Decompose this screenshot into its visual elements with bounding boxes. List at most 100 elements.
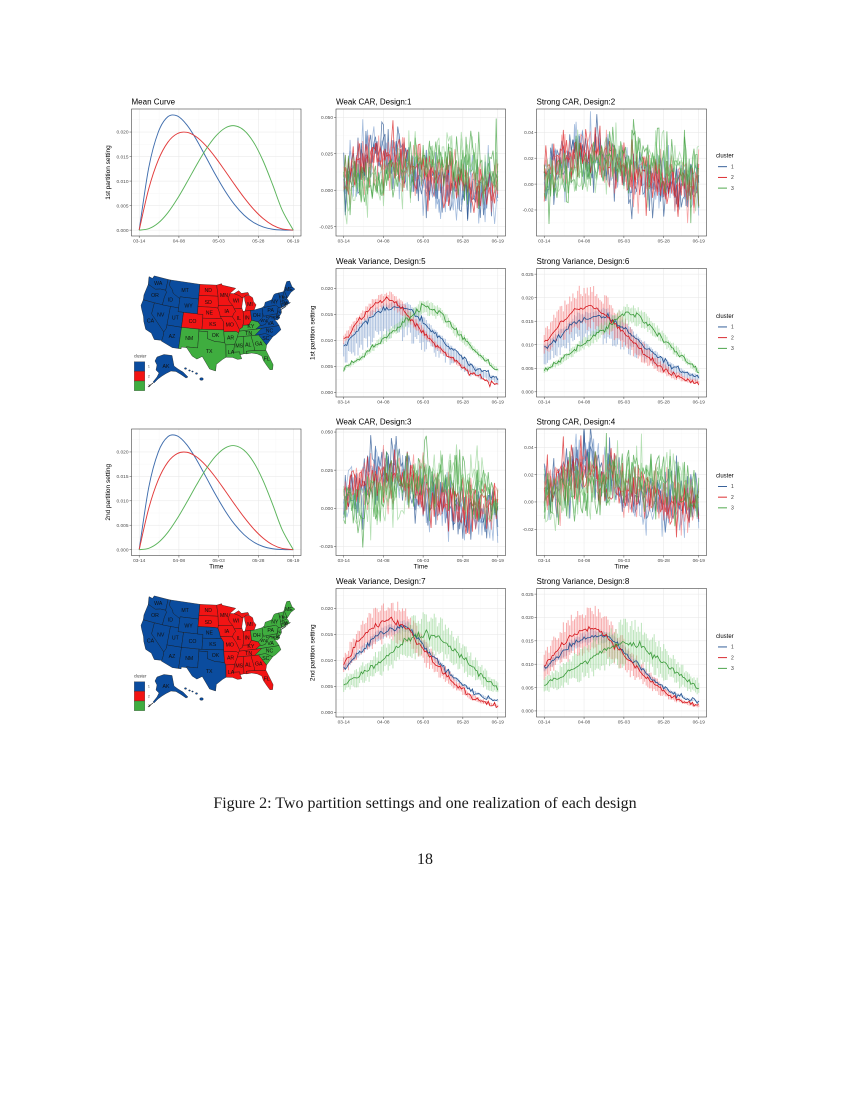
legend-cluster: cluster 1 2 3 bbox=[716, 634, 734, 672]
state-label: NE bbox=[206, 631, 214, 637]
state-label: ME bbox=[285, 607, 293, 613]
state-label: FL bbox=[264, 357, 270, 363]
cluster-2-center-line bbox=[544, 625, 700, 708]
x-tick-label: 06-19 bbox=[693, 720, 706, 726]
state-label: WV bbox=[260, 638, 267, 643]
cluster-3-center-line bbox=[343, 303, 498, 372]
x-tick-label: 06-19 bbox=[492, 720, 505, 726]
y-tick-label: 0.000 bbox=[116, 228, 128, 234]
state-label: AL bbox=[245, 343, 251, 349]
x-tick-label: 03-14 bbox=[338, 558, 351, 564]
panel-title: Weak Variance, Design:5 bbox=[336, 257, 426, 266]
x-axis: 03-14 04-08 05-03 05-28 06-19 bbox=[338, 717, 505, 726]
y-tick-label: 0.000 bbox=[521, 709, 533, 715]
x-tick-label: 05-03 bbox=[417, 720, 430, 726]
state-label: OH bbox=[253, 633, 261, 639]
legend-cluster: cluster 1 2 3 bbox=[716, 473, 734, 511]
legend-label: 1 bbox=[731, 325, 734, 331]
x-tick-label: 05-28 bbox=[658, 720, 671, 726]
mean-curve-cluster-2 bbox=[138, 451, 294, 551]
state-label: DE bbox=[276, 315, 280, 319]
state-label: NM bbox=[185, 656, 193, 662]
state-label: KY bbox=[247, 324, 254, 330]
state-label: KY bbox=[247, 644, 254, 650]
state-ak bbox=[147, 354, 189, 388]
y-tick-label: 0.005 bbox=[521, 685, 533, 691]
legend-label: 2 bbox=[731, 495, 734, 501]
x-tick-label: 06-19 bbox=[287, 558, 300, 564]
x-tick-label: 05-03 bbox=[212, 239, 225, 245]
x-tick-label: 04-08 bbox=[578, 720, 591, 726]
panel-border bbox=[335, 428, 506, 556]
state-label: NM bbox=[185, 336, 193, 342]
y-tick-label: 0.020 bbox=[521, 615, 533, 621]
x-tick-label: 03-14 bbox=[338, 400, 351, 406]
state-label: OK bbox=[212, 333, 220, 339]
mean-curve-cluster-1 bbox=[138, 434, 294, 551]
y-tick-label: 0.015 bbox=[321, 312, 333, 318]
legend-label: 2 bbox=[148, 694, 150, 698]
state-label: WA bbox=[154, 281, 163, 287]
legend-title: cluster bbox=[134, 354, 147, 359]
y-tick-label: 0.020 bbox=[116, 450, 128, 456]
y-tick-label: 0.000 bbox=[521, 390, 533, 396]
x-tick-label: 06-19 bbox=[693, 239, 706, 245]
state-label: WA bbox=[154, 601, 163, 607]
state-label: CO bbox=[189, 639, 197, 645]
state-label: KS bbox=[209, 642, 216, 648]
y-tick-label: 0.04 bbox=[524, 130, 534, 136]
state-label: MN bbox=[220, 613, 228, 619]
state-ak bbox=[147, 674, 189, 708]
state-label: IA bbox=[224, 629, 229, 635]
data-series bbox=[138, 434, 294, 551]
data-series bbox=[543, 285, 700, 386]
x-axis: 03-14 04-08 05-03 05-28 06-19 bbox=[538, 555, 705, 564]
x-axis: 03-14 04-08 05-03 05-28 06-19 bbox=[538, 236, 705, 245]
y-tick-label: 0.010 bbox=[321, 658, 333, 664]
legend-label: 3 bbox=[148, 704, 150, 708]
x-tick-label: 05-03 bbox=[618, 558, 631, 564]
x-tick-label: 06-19 bbox=[492, 400, 505, 406]
y-tick-label: 0.015 bbox=[521, 639, 533, 645]
y-tick-label: -0.02 bbox=[523, 527, 534, 533]
y-tick-label: 0.010 bbox=[521, 662, 533, 668]
x-tick-label: 05-03 bbox=[417, 400, 430, 406]
state-label: NC bbox=[266, 329, 274, 335]
x-tick-label: 05-28 bbox=[457, 558, 470, 564]
legend-label: 1 bbox=[731, 164, 734, 170]
legend-swatch-1 bbox=[134, 681, 145, 692]
state-label: VA bbox=[267, 641, 274, 647]
legend-label: 1 bbox=[731, 645, 734, 651]
plot-panel-strong-car-4: 03-14 04-08 05-03 05-28 06-19 -0.02 0.00 0.02 0.… bbox=[523, 418, 734, 571]
legend-label: 2 bbox=[731, 175, 734, 181]
y-axis: -0.02 0.00 0.02 0.04 bbox=[523, 445, 537, 533]
state-label: CA bbox=[147, 638, 155, 644]
state-label: MT bbox=[181, 288, 189, 294]
state-label: MO bbox=[226, 322, 234, 328]
mean-curve-cluster-3 bbox=[139, 445, 294, 551]
mean-curve-cluster-3 bbox=[139, 125, 294, 231]
x-tick-label: 05-03 bbox=[417, 558, 430, 564]
x-tick-label: 03-14 bbox=[538, 239, 551, 245]
data-series bbox=[543, 429, 700, 538]
state-label: OR bbox=[151, 613, 159, 619]
panel-border bbox=[335, 588, 506, 718]
x-tick-label: 03-14 bbox=[538, 720, 551, 726]
plot-panel-mean-curve-2nd: 03-14 04-08 05-03 05-28 06-19 0.000 0.005 0.010… bbox=[105, 428, 302, 571]
y-tick-label: 0.000 bbox=[116, 547, 128, 553]
gridlines bbox=[336, 588, 506, 717]
x-tick-label: 04-08 bbox=[173, 239, 186, 245]
panel-title: Weak Variance, Design:7 bbox=[336, 577, 426, 586]
y-tick-label: 0.020 bbox=[116, 130, 128, 136]
legend-title: cluster bbox=[716, 154, 734, 160]
y-axis: -0.025 0.000 0.025 0.050 bbox=[319, 430, 336, 550]
state-label: IN bbox=[244, 315, 249, 321]
y-tick-label: 0.010 bbox=[116, 498, 128, 504]
x-tick-label: 03-14 bbox=[133, 558, 146, 564]
y-tick-label: 0.010 bbox=[321, 338, 333, 344]
cluster-3-band bbox=[343, 612, 499, 693]
state-label: NJ bbox=[277, 630, 282, 634]
legend-label: 3 bbox=[731, 186, 734, 192]
